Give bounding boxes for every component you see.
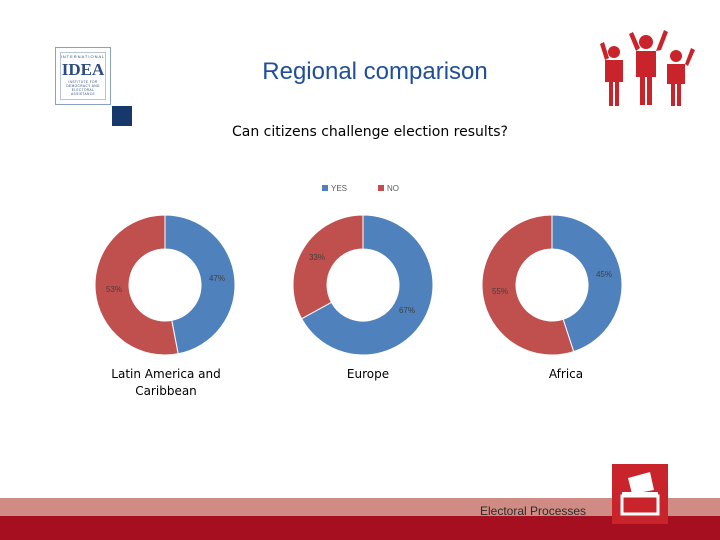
donut-slice-no — [292, 214, 364, 320]
logo-line: INSTITUTE FOR — [68, 80, 98, 84]
category-label: Europe — [347, 367, 389, 381]
legend-label-yes: YES — [331, 184, 347, 193]
slice-data-label: 45% — [596, 270, 612, 279]
legend-swatch-yes — [322, 185, 328, 191]
legend-swatch-no — [378, 185, 384, 191]
slice-data-label: 47% — [209, 274, 225, 283]
people-icon — [600, 30, 695, 106]
logo-line: DEMOCRACY AND — [66, 84, 100, 88]
slice-data-label: 67% — [399, 306, 415, 315]
legend-label-no: NO — [387, 184, 399, 193]
donut-slice-yes — [300, 214, 434, 356]
donut-slice-no — [94, 214, 179, 356]
category-label: Latin America and Caribbean — [111, 367, 220, 398]
logo-big-text: IDEA — [61, 60, 105, 79]
page-title: Regional comparison — [262, 58, 488, 85]
logo-frame — [60, 52, 106, 100]
donut-slice-yes — [551, 214, 623, 353]
slice-data-label: 55% — [492, 287, 508, 296]
slice-data-label: 53% — [106, 285, 122, 294]
donut-slice-yes — [164, 214, 236, 355]
footer-label: Electoral Processes — [480, 504, 587, 518]
donut-charts: YES NO 47% 53% Latin America and Caribbean 67… — [94, 184, 623, 398]
chart-subtitle: Can citizens challenge election results? — [231, 124, 508, 140]
idea-logo: INTERNATIONAL IDEA INSTITUTE FOR DEMOCRA… — [55, 47, 111, 105]
logo-small-text: INTERNATIONAL — [60, 54, 106, 59]
logo-accent-square — [112, 106, 132, 126]
logo-lines: INSTITUTE FOR DEMOCRACY AND ELECTORAL AS… — [58, 80, 108, 96]
footer-band-light — [0, 498, 720, 516]
logo-line: ELECTORAL — [71, 88, 95, 92]
slice-data-label: 33% — [309, 253, 325, 262]
ballot-box-icon — [612, 464, 668, 524]
footer-band-dark — [0, 516, 720, 540]
category-label: Africa — [549, 367, 583, 381]
logo-line: ASSISTANCE — [71, 92, 95, 96]
donut-slice-no — [481, 214, 575, 356]
